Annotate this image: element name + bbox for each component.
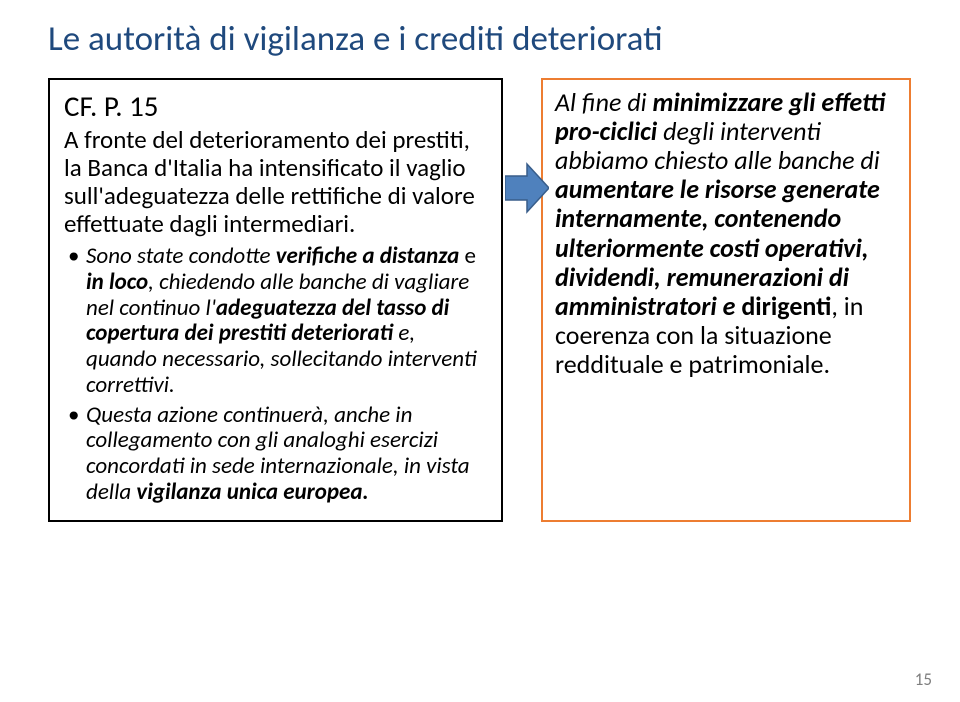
- slide-title: Le autorità di vigilanza e i crediti det…: [48, 18, 912, 60]
- list-item: Sono state condotte verifiche a distanza…: [64, 244, 487, 399]
- right-box: Al fine di minimizzare gli effetti pro-c…: [541, 78, 911, 522]
- page-number: 15: [915, 669, 932, 690]
- list-item: Questa azione continuerà, anche in colle…: [64, 403, 487, 506]
- reference-label: CF. P. 15: [64, 88, 487, 124]
- intro-paragraph: A fronte del deterioramento dei prestiti…: [64, 126, 487, 238]
- right-paragraph: Al fine di minimizzare gli effetti pro-c…: [555, 88, 897, 379]
- content-columns: CF. P. 15 A fronte del deterioramento de…: [48, 78, 912, 522]
- arrow-icon: [505, 162, 549, 214]
- bullet-list: Sono state condotte verifiche a distanza…: [64, 244, 487, 506]
- left-box: CF. P. 15 A fronte del deterioramento de…: [48, 78, 503, 522]
